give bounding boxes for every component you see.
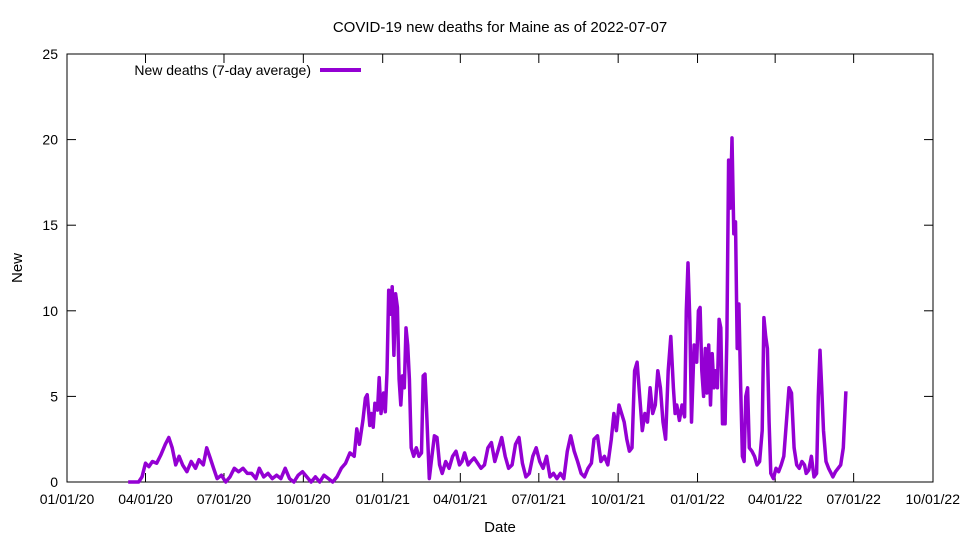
y-axis-title: New: [9, 253, 26, 283]
y-tick-label: 0: [50, 474, 58, 490]
x-tick-label: 01/01/21: [355, 491, 410, 507]
x-tick-label: 01/01/22: [670, 491, 725, 507]
y-tick-label: 5: [50, 388, 58, 404]
y-tick-label: 25: [42, 46, 58, 62]
x-tick-label: 07/01/21: [512, 491, 567, 507]
y-tick-label: 10: [42, 303, 58, 319]
x-tick-label: 10/01/21: [591, 491, 646, 507]
legend: New deaths (7-day average): [134, 62, 361, 78]
legend-label: New deaths (7-day average): [134, 62, 311, 78]
chart-title: COVID-19 new deaths for Maine as of 2022…: [333, 19, 667, 36]
x-tick-label: 04/01/20: [118, 491, 173, 507]
plot-frame: [66, 53, 934, 483]
x-tick-label: 07/01/20: [197, 491, 252, 507]
x-tick-label: 04/01/21: [433, 491, 488, 507]
x-tick-label: 10/01/20: [276, 491, 331, 507]
x-axis-ticks: 01/01/20 04/01/20 07/01/20 10/01/20 01/01/21…: [40, 54, 960, 507]
series-layer: [128, 136, 848, 484]
x-tick-label: 07/01/22: [826, 491, 881, 507]
x-tick-label: 10/01/22: [906, 491, 960, 507]
x-tick-label: 01/01/20: [40, 491, 95, 507]
x-tick-label: 04/01/22: [748, 491, 803, 507]
y-tick-label: 15: [42, 217, 58, 233]
series-line-new-deaths: [128, 136, 848, 484]
y-axis-ticks: 0 5 10 15 20 25: [42, 46, 933, 490]
y-tick-label: 20: [42, 132, 58, 148]
x-axis-title: Date: [484, 519, 516, 536]
